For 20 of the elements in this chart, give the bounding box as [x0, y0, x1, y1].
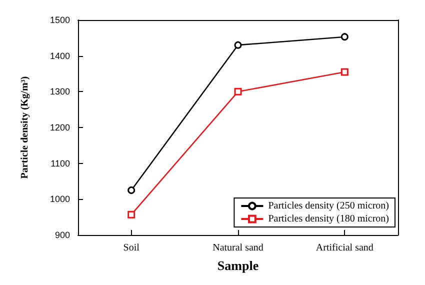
y-axis-title: Particle density (Kg/m³): [20, 76, 30, 179]
y-tick-label: 900: [54, 230, 70, 240]
point: [128, 186, 136, 194]
y-tick-label: 1500: [50, 15, 70, 25]
point: [234, 88, 242, 96]
x-axis-title: Sample: [217, 258, 259, 273]
y-tick-label: 1200: [50, 122, 70, 132]
point: [340, 68, 348, 76]
point: [128, 210, 136, 218]
legend-label: Particles density (180 micron): [268, 214, 390, 224]
x-tick-label: Soil: [123, 242, 140, 254]
point: [340, 33, 348, 41]
y-tick-label: 1400: [50, 50, 70, 61]
y-tick-label: 1100: [50, 158, 70, 168]
y-tick-label: 1300: [50, 86, 70, 97]
x-tick-label: Natural sand: [212, 242, 264, 254]
legend-label: Particles density (250 micron): [268, 200, 390, 212]
y-tick-label: 1000: [50, 194, 70, 204]
point: [234, 41, 242, 49]
x-tick-label: Artificial sand: [316, 242, 374, 254]
